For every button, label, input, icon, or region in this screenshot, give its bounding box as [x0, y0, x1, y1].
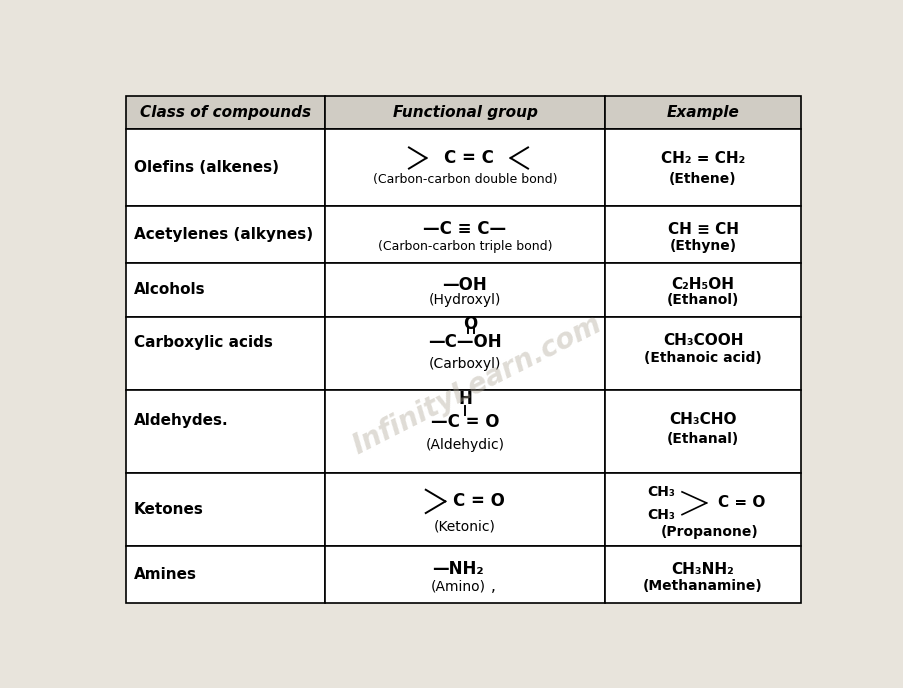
Text: Carboxylic acids: Carboxylic acids: [134, 336, 273, 350]
Bar: [604, 316, 800, 390]
Text: —C—OH: —C—OH: [428, 333, 501, 351]
Text: C₂H₅OH: C₂H₅OH: [671, 277, 734, 292]
Text: CH ≡ CH: CH ≡ CH: [666, 222, 738, 237]
Text: CH₃: CH₃: [647, 508, 675, 522]
Text: (Ketonic): (Ketonic): [433, 519, 496, 533]
Text: CH₃: CH₃: [647, 485, 675, 499]
Text: —OH: —OH: [442, 276, 487, 294]
Text: (Carbon-carbon triple bond): (Carbon-carbon triple bond): [377, 240, 552, 252]
Bar: [324, 206, 604, 263]
Text: (Methanamine): (Methanamine): [642, 579, 762, 593]
Bar: [604, 206, 800, 263]
Bar: [604, 390, 800, 473]
Text: H: H: [458, 389, 471, 407]
Text: Functional group: Functional group: [392, 105, 536, 120]
Text: CH₃COOH: CH₃COOH: [662, 333, 742, 348]
Text: (Ethanoic acid): (Ethanoic acid): [644, 351, 761, 365]
Text: (Ethanol): (Ethanol): [666, 294, 739, 308]
Text: C = O: C = O: [717, 495, 765, 510]
Text: C = C: C = C: [443, 149, 493, 167]
Text: Alcohols: Alcohols: [134, 282, 205, 297]
Text: Example: Example: [666, 105, 739, 120]
Text: Class of compounds: Class of compounds: [139, 105, 311, 120]
Text: (Ethanal): (Ethanal): [666, 433, 739, 447]
Text: (Ethene): (Ethene): [668, 172, 736, 186]
Text: CH₂ = CH₂: CH₂ = CH₂: [660, 151, 744, 166]
Bar: [604, 129, 800, 206]
Text: Amines: Amines: [134, 567, 197, 582]
Bar: [324, 473, 604, 546]
Text: (Hydroxyl): (Hydroxyl): [428, 294, 500, 308]
Text: (Carboxyl): (Carboxyl): [428, 357, 500, 372]
Text: O: O: [463, 316, 477, 334]
Bar: [604, 473, 800, 546]
Bar: [324, 263, 604, 316]
Text: —C ≡ C—: —C ≡ C—: [423, 220, 506, 238]
Bar: [604, 263, 800, 316]
Text: (Carbon-carbon double bond): (Carbon-carbon double bond): [372, 173, 556, 186]
Bar: [126, 206, 324, 263]
Text: (Propanone): (Propanone): [660, 524, 759, 539]
Bar: [126, 263, 324, 316]
Bar: [604, 546, 800, 603]
Text: Olefins (alkenes): Olefins (alkenes): [134, 160, 279, 175]
Text: —C = O: —C = O: [430, 413, 498, 431]
Bar: [126, 96, 324, 129]
Bar: [126, 546, 324, 603]
Bar: [604, 96, 800, 129]
Text: CH₃CHO: CH₃CHO: [668, 412, 736, 427]
Text: InfinityLearn.com: InfinityLearn.com: [348, 310, 606, 460]
Bar: [126, 316, 324, 390]
Text: Acetylenes (alkynes): Acetylenes (alkynes): [134, 227, 312, 242]
Text: (Ethyne): (Ethyne): [669, 239, 736, 253]
Bar: [126, 390, 324, 473]
Text: C = O: C = O: [452, 493, 505, 510]
Bar: [324, 546, 604, 603]
Text: Aldehydes.: Aldehydes.: [134, 413, 228, 429]
Text: ,: ,: [490, 579, 495, 594]
Text: (Amino): (Amino): [430, 579, 485, 593]
Bar: [324, 390, 604, 473]
Text: CH₃NH₂: CH₃NH₂: [671, 561, 733, 577]
Bar: [324, 129, 604, 206]
Bar: [126, 129, 324, 206]
Text: (Aldehydic): (Aldehydic): [425, 438, 504, 452]
Bar: [324, 96, 604, 129]
Text: —NH₂: —NH₂: [432, 560, 483, 578]
Bar: [126, 473, 324, 546]
Bar: [324, 316, 604, 390]
Text: Ketones: Ketones: [134, 502, 204, 517]
